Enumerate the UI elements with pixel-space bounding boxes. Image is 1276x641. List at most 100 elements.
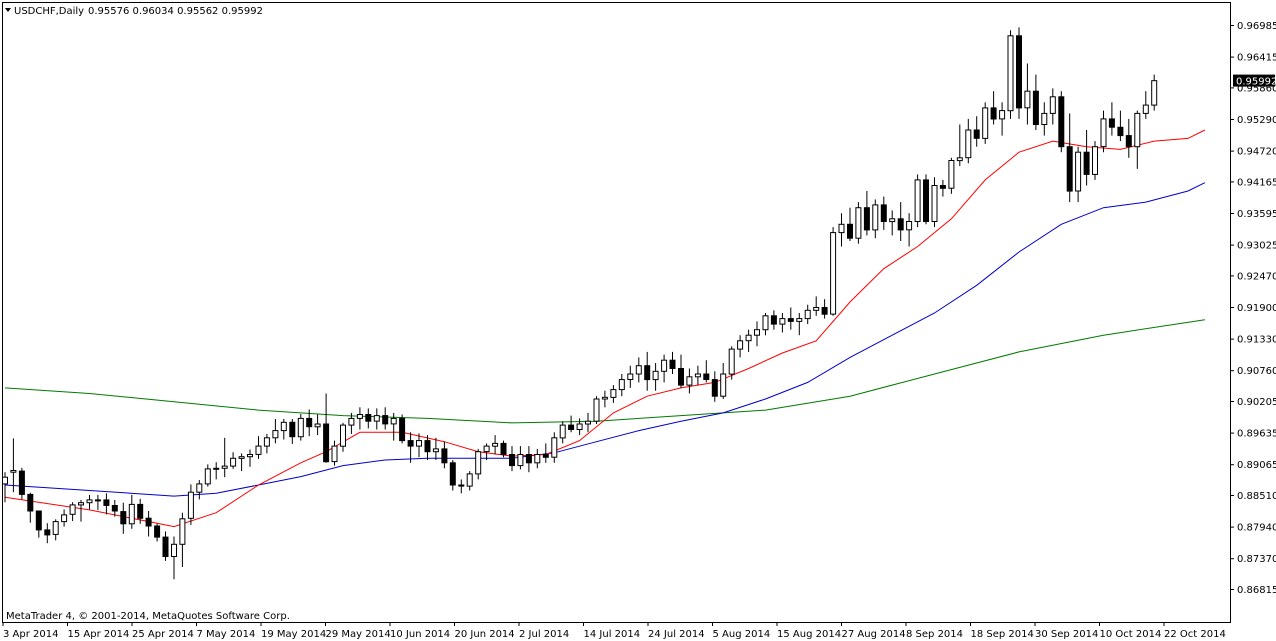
candle (1151, 74, 1158, 111)
candle (830, 227, 837, 316)
candle (137, 498, 144, 524)
candle (610, 385, 617, 403)
y-tick-label: 0.87940 (1237, 523, 1276, 534)
candle-body-bull (230, 457, 237, 467)
candle (424, 435, 431, 460)
candle (711, 371, 718, 402)
candle (407, 432, 414, 463)
candle-body-bull (483, 445, 490, 453)
candle-body-bull (889, 218, 896, 223)
candle-body-bear (407, 440, 414, 447)
candle (601, 390, 608, 408)
candle-body-bear (35, 510, 42, 531)
candle-body-bull (906, 221, 913, 231)
candle (779, 313, 786, 333)
candle (576, 418, 583, 436)
candle (297, 414, 304, 441)
candle (762, 313, 769, 336)
candle (635, 357, 642, 383)
candle-body-bull (348, 417, 355, 426)
y-tick-label: 0.86815 (1237, 585, 1276, 596)
y-tick-label: 0.87370 (1237, 554, 1276, 565)
x-tick-label: 10 Oct 2014 (1100, 629, 1162, 640)
candle (171, 536, 177, 580)
x-tick-label: 20 Jun 2014 (455, 629, 515, 640)
candle (906, 213, 913, 247)
y-tick-label: 0.96415 (1237, 53, 1276, 64)
candle (10, 438, 17, 493)
candle (61, 509, 68, 527)
candle (517, 446, 524, 470)
plot-area (2, 27, 1206, 580)
candle (492, 435, 499, 455)
ma-blue-line (4, 182, 1206, 497)
candle (863, 191, 870, 236)
candle-body-bear (365, 414, 372, 422)
candle (86, 494, 93, 510)
candle (247, 449, 253, 467)
candle-body-bull (356, 414, 363, 419)
y-tick-label: 0.90760 (1237, 366, 1276, 377)
candle-body-bear (880, 204, 887, 222)
candle-body-bear (973, 129, 980, 139)
candle (323, 393, 330, 463)
candle-body-bull (213, 467, 220, 470)
candle-body-bear (990, 107, 997, 120)
candle-body-bull (263, 437, 270, 447)
candle-body-bear (1108, 118, 1115, 128)
candle (804, 304, 811, 325)
candle (1066, 113, 1073, 203)
candle (745, 329, 752, 352)
candle (509, 446, 515, 472)
candle (196, 480, 203, 500)
candle (230, 452, 237, 469)
candle-body-bull (965, 129, 972, 159)
candle-body-bear (323, 423, 330, 463)
x-tick-label: 14 Jul 2014 (584, 629, 641, 640)
candle-body-bull (720, 373, 727, 397)
candle-body-bull (314, 423, 321, 428)
candle (838, 213, 845, 247)
candle-body-bear (289, 421, 296, 438)
candle (348, 412, 355, 434)
candle-body-bear (821, 307, 828, 315)
candle (1100, 110, 1107, 153)
candle (35, 510, 42, 538)
candle (534, 448, 541, 469)
candle (661, 354, 668, 383)
candle (644, 351, 651, 391)
candle (483, 443, 490, 460)
candle-body-bull (1007, 35, 1014, 112)
x-axis: 3 Apr 2014 15 Apr 2014 25 Apr 2014 7 May 20… (2, 622, 1226, 640)
candle (27, 492, 34, 523)
candle-body-bull (728, 348, 735, 375)
candle (255, 436, 262, 459)
candle (754, 321, 760, 347)
candle-body-bull (1100, 118, 1107, 148)
candle (914, 174, 921, 228)
candle (855, 202, 862, 244)
candle-body-bear (44, 529, 51, 536)
candle (542, 443, 549, 463)
candle (1007, 30, 1014, 119)
candle (872, 199, 879, 239)
candle-body-bull (1049, 96, 1056, 114)
x-tick-label: 5 Aug 2014 (713, 629, 771, 640)
candle (103, 493, 110, 515)
candle (1142, 91, 1149, 119)
triangle-down-icon[interactable] (5, 8, 11, 12)
candle-body-bear (1083, 151, 1090, 175)
candle-body-bull (872, 204, 879, 231)
x-tick-label: 25 Apr 2014 (132, 629, 194, 640)
candle (306, 409, 313, 437)
candle (939, 179, 946, 197)
candle (213, 462, 220, 480)
candle-body-bull (661, 359, 668, 372)
candle (652, 363, 659, 391)
candle-body-bull (610, 389, 617, 398)
candle (263, 433, 270, 454)
candle (416, 433, 422, 458)
candle-body-bear (18, 470, 25, 495)
candle (1075, 146, 1082, 203)
